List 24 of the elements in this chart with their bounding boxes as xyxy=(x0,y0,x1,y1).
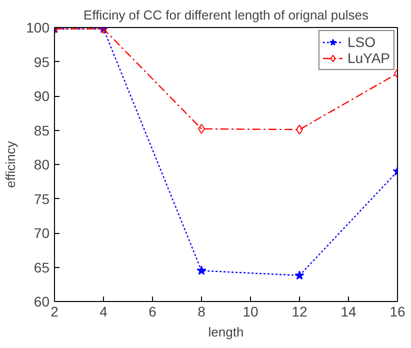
legend-label: LuYAP xyxy=(347,50,390,66)
x-tick-label: 8 xyxy=(198,304,206,320)
y-tick-label: 75 xyxy=(34,190,50,207)
legend-label: LSO xyxy=(347,34,376,50)
x-tick-label: 14 xyxy=(340,304,356,320)
y-tick-label: 60 xyxy=(34,294,50,310)
x-tick-label: 10 xyxy=(242,304,258,320)
y-tick-label: 80 xyxy=(34,156,50,172)
x-axis-title: length xyxy=(208,324,244,340)
x-tick-label: 16 xyxy=(390,304,406,320)
chart-title: Efficiny of CC for different length of orignal pulses xyxy=(84,8,369,22)
point xyxy=(196,266,206,275)
y-axis-title: efficincy xyxy=(3,140,18,188)
x-tick-label: 4 xyxy=(100,304,108,320)
y-tick-label: 70 xyxy=(34,225,50,241)
y-tick-label: 95 xyxy=(34,54,50,70)
y-tick-label: 85 xyxy=(34,122,50,138)
x-tick-label: 2 xyxy=(50,304,59,320)
y-tick-label: 90 xyxy=(34,88,50,104)
x-tick-label: 12 xyxy=(292,304,308,320)
y-tick-label: 100 xyxy=(26,20,50,36)
point xyxy=(294,270,304,280)
x-tick-label: 6 xyxy=(148,304,157,320)
y-tick-label: 65 xyxy=(34,259,50,276)
